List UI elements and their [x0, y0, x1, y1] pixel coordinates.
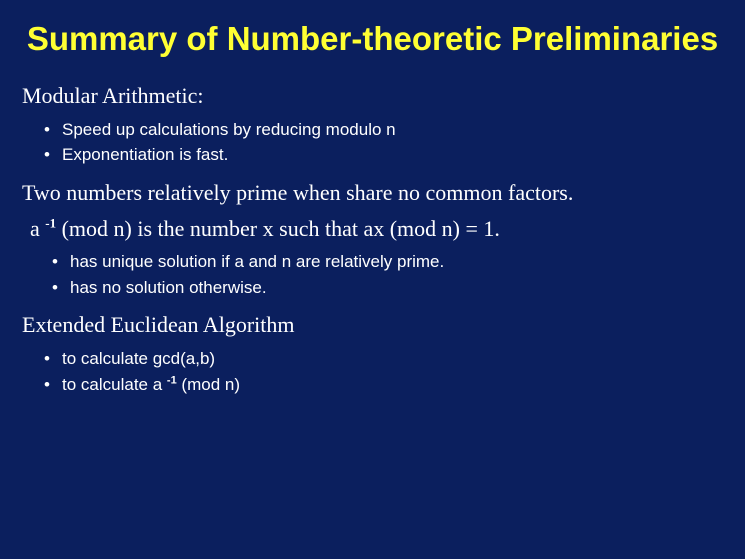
- bullet-item: has no solution otherwise.: [52, 275, 731, 301]
- bullet-item: to calculate a -1 (mod n): [44, 372, 731, 398]
- heading-euclid: Extended Euclidean Algorithm: [22, 310, 731, 340]
- bullet-text: to calculate gcd(a,b): [62, 349, 215, 368]
- slide: Summary of Number-theoretic Preliminarie…: [0, 0, 745, 559]
- inverse-post: (mod n) is the number x such that ax (mo…: [56, 216, 500, 241]
- bullets-euclid: to calculate gcd(a,b) to calculate a -1 …: [22, 346, 731, 397]
- bullet-item: Speed up calculations by reducing modulo…: [44, 117, 731, 143]
- bullet-sup: -1: [167, 374, 177, 386]
- bullet-item: has unique solution if a and n are relat…: [52, 249, 731, 275]
- heading-inverse: a -1 (mod n) is the number x such that a…: [30, 214, 731, 244]
- heading-modular: Modular Arithmetic:: [22, 81, 731, 111]
- slide-title: Summary of Number-theoretic Preliminarie…: [0, 18, 745, 59]
- section-euclid: Extended Euclidean Algorithm to calculat…: [22, 310, 731, 397]
- section-relprime: Two numbers relatively prime when share …: [22, 178, 731, 208]
- bullet-post: (mod n): [177, 375, 240, 394]
- slide-content: Modular Arithmetic: Speed up calculation…: [0, 81, 745, 397]
- bullet-item: Exponentiation is fast.: [44, 142, 731, 168]
- inverse-pre: a: [30, 216, 45, 241]
- bullet-pre: to calculate a: [62, 375, 167, 394]
- bullets-inverse: has unique solution if a and n are relat…: [30, 249, 731, 300]
- heading-relprime: Two numbers relatively prime when share …: [22, 178, 731, 208]
- bullets-modular: Speed up calculations by reducing modulo…: [22, 117, 731, 168]
- section-inverse: a -1 (mod n) is the number x such that a…: [22, 214, 731, 301]
- section-modular: Modular Arithmetic: Speed up calculation…: [22, 81, 731, 168]
- inverse-sup: -1: [45, 215, 56, 230]
- bullet-item: to calculate gcd(a,b): [44, 346, 731, 372]
